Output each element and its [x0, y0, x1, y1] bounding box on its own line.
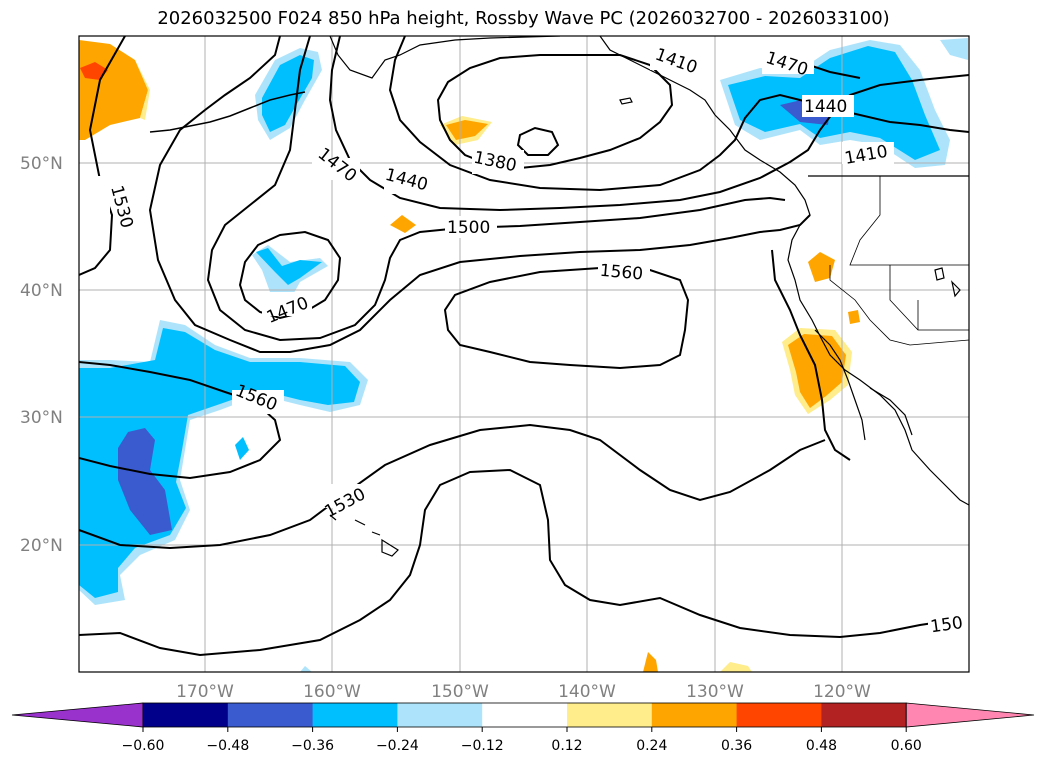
small-islands — [619, 97, 961, 298]
colorbar-tick-label: 0.48 — [806, 738, 837, 754]
positive-anomaly-region — [390, 215, 416, 233]
colorbar-segment — [397, 703, 483, 727]
colorbar-ticks: −0.60 −0.48 −0.36 −0.24 −0.12 0.12 0.24 0.36 0.4… — [122, 727, 922, 754]
contour-1500-south — [79, 468, 941, 657]
positive-anomaly-region — [808, 252, 835, 282]
colorbar-tick-label: 0.24 — [636, 738, 667, 754]
negative-anomaly-region — [262, 55, 314, 132]
lat-label-20n: 20°N — [20, 536, 63, 556]
contour-label: 1500 — [447, 218, 490, 238]
hawaiian-islands — [329, 514, 399, 557]
lon-label-130w: 130°W — [686, 682, 744, 702]
height-contours — [79, 36, 969, 657]
colorbar — [11, 702, 1035, 728]
colorbar-segment — [143, 703, 229, 727]
lon-label-140w: 140°W — [558, 682, 616, 702]
colorbar-segment — [651, 703, 738, 727]
colorbar-tick-label: −0.24 — [376, 738, 419, 754]
contour-label: 1470 — [314, 144, 360, 186]
positive-anomaly-region — [720, 662, 752, 672]
colorbar-extension-max — [905, 702, 1035, 728]
contour-label: 1440 — [804, 97, 847, 117]
positive-anomaly-region — [643, 652, 658, 672]
contour-1530-big — [148, 36, 811, 353]
colorbar-tick-label: −0.60 — [122, 738, 165, 754]
lon-label-120w: 120°W — [813, 682, 871, 702]
positive-anomaly-region — [848, 310, 860, 324]
contour-label: 1560 — [599, 261, 644, 285]
contour-1380 — [516, 126, 560, 156]
negative-anomaly-region — [235, 437, 249, 460]
colorbar-extension-min — [11, 702, 144, 728]
negative-anomaly-region — [256, 248, 322, 285]
colorbar-tick-label: 0.60 — [891, 738, 922, 754]
contour-1500 — [206, 36, 786, 342]
colorbar-outline — [142, 702, 907, 728]
colorbar-segment — [482, 703, 568, 727]
lat-label-30n: 30°N — [20, 408, 63, 428]
map-frame — [78, 35, 970, 673]
colorbar-tick-label: 0.36 — [721, 738, 752, 754]
map-title: 2026032500 F024 850 hPa height, Rossby W… — [157, 8, 890, 29]
lon-label-160w: 160°W — [303, 682, 361, 702]
lon-label-170w: 170°W — [176, 682, 234, 702]
colorbar-segment — [821, 703, 907, 727]
contour-1440 — [388, 36, 969, 192]
longitude-labels: 170°W 160°W 150°W 140°W 130°W 120°W — [176, 682, 871, 702]
lat-label-50n: 50°N — [20, 154, 63, 174]
colorbar-tick-label: −0.48 — [206, 738, 249, 754]
negative-anomaly-region — [300, 666, 312, 672]
latitude-labels: 50°N 40°N 30°N 20°N — [20, 154, 63, 556]
negative-anomaly-region — [940, 38, 968, 60]
lon-label-150w: 150°W — [431, 682, 489, 702]
strong-negative-anomaly-region — [118, 428, 172, 535]
strong-positive-anomaly-region — [80, 62, 108, 80]
contour-label: 150 — [929, 613, 964, 637]
alaska-coastline — [329, 36, 969, 506]
contour-1560-east — [443, 266, 690, 370]
colorbar-segment — [227, 703, 314, 727]
positive-anomaly-region — [446, 120, 488, 140]
colorbar-tick-label: 0.12 — [551, 738, 582, 754]
colorbar-segment — [312, 703, 398, 727]
colorbar-segment — [567, 703, 653, 727]
lat-label-40n: 40°N — [20, 281, 63, 301]
contour-1530-south — [79, 423, 826, 550]
coastlines — [149, 36, 969, 557]
baja-coastline — [814, 329, 913, 441]
colorbar-segment — [736, 703, 822, 727]
contour-1560-west — [79, 361, 282, 480]
weak-positive-anomaly-edge — [135, 60, 150, 120]
colorbar-tick-label: −0.36 — [291, 738, 334, 754]
colorbar-tick-label: −0.12 — [461, 738, 504, 754]
aleutian-islands — [149, 91, 306, 133]
contour-1560-right — [771, 249, 851, 461]
us-state-lines — [829, 176, 969, 346]
graticule — [79, 36, 969, 672]
